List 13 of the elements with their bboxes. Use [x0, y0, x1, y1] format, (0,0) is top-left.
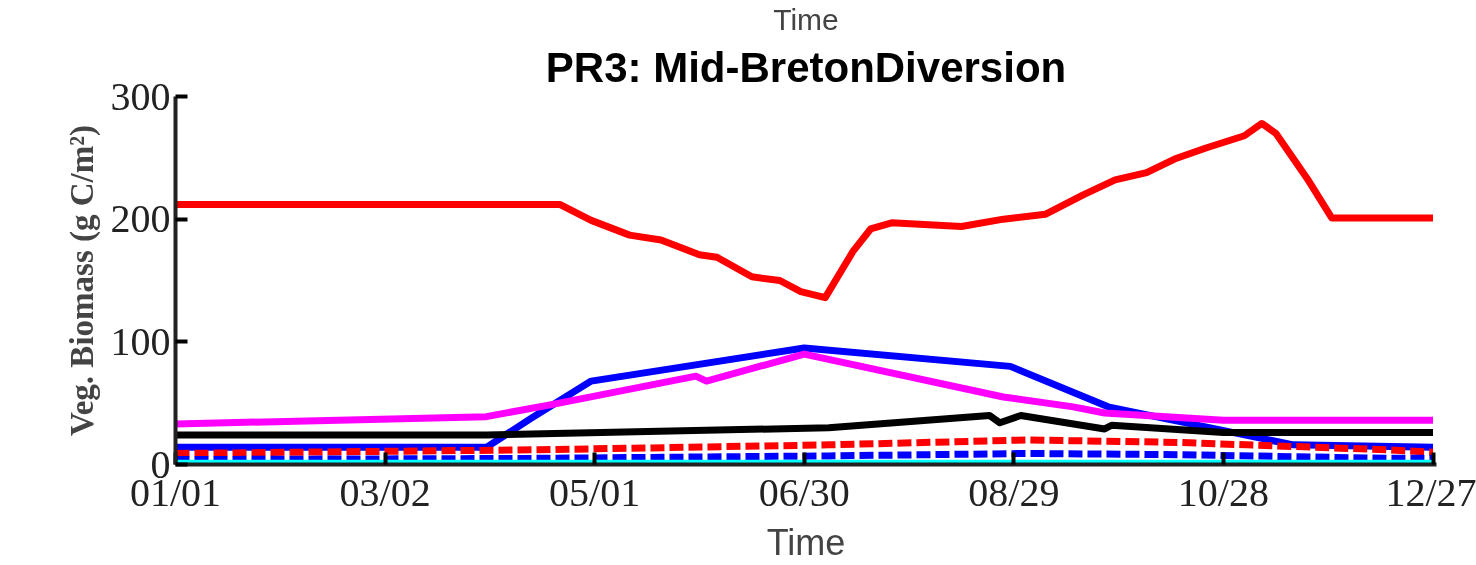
y-axis-title: Veg. Biomass (g C/m²) [63, 124, 101, 437]
x-tick-label: 08/29 [968, 469, 1060, 515]
x-tick-label: 06/30 [758, 469, 850, 515]
x-tick-label: 12/27 [1385, 469, 1476, 515]
x-tick-label: 03/02 [339, 469, 431, 515]
y-tick-label: 100 [110, 318, 171, 364]
x-tick-label: 10/28 [1177, 469, 1269, 515]
text: Time [773, 2, 839, 36]
chart-title: PR3: Mid-BretonDiversion [545, 43, 1067, 91]
y-tick-label: 200 [110, 196, 171, 242]
x-tick-label: 05/01 [549, 469, 641, 515]
y-tick-label: 300 [110, 73, 171, 119]
x-axis-title: Time [766, 521, 846, 563]
